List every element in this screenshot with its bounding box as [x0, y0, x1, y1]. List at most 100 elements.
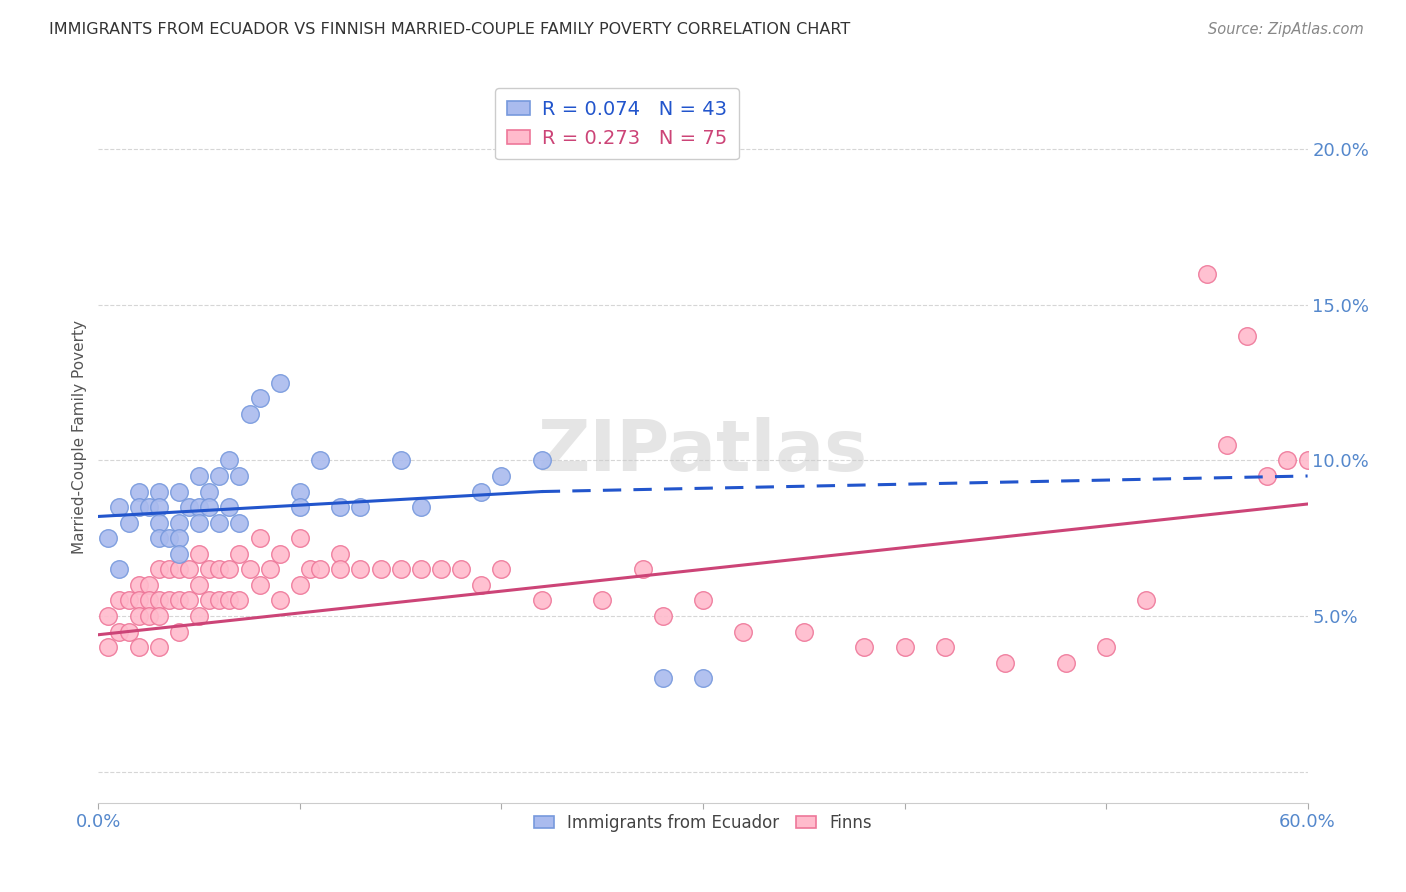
- Point: [179, 593, 201, 607]
- Point: [167, 562, 190, 576]
- Point: [329, 547, 352, 561]
- Point: [167, 547, 190, 561]
- Point: [167, 516, 190, 530]
- Point: [157, 593, 180, 607]
- Point: [239, 562, 262, 576]
- Point: [1135, 593, 1157, 607]
- Point: [692, 593, 714, 607]
- Point: [491, 562, 513, 576]
- Point: [138, 593, 160, 607]
- Point: [148, 609, 170, 624]
- Point: [179, 500, 201, 515]
- Point: [107, 562, 129, 576]
- Y-axis label: Married-Couple Family Poverty: Married-Couple Family Poverty: [72, 320, 87, 554]
- Point: [409, 562, 432, 576]
- Point: [288, 484, 311, 499]
- Point: [450, 562, 472, 576]
- Point: [128, 500, 150, 515]
- Point: [167, 593, 190, 607]
- Point: [208, 562, 231, 576]
- Point: [309, 562, 332, 576]
- Point: [208, 593, 231, 607]
- Point: [349, 562, 371, 576]
- Point: [470, 484, 492, 499]
- Point: [288, 578, 311, 592]
- Point: [1296, 453, 1319, 467]
- Point: [1054, 656, 1077, 670]
- Point: [138, 578, 160, 592]
- Point: [228, 593, 250, 607]
- Point: [188, 500, 211, 515]
- Point: [97, 640, 120, 655]
- Point: [188, 469, 211, 483]
- Point: [167, 624, 190, 639]
- Point: [198, 484, 221, 499]
- Point: [128, 578, 150, 592]
- Point: [1095, 640, 1118, 655]
- Point: [128, 609, 150, 624]
- Point: [218, 453, 240, 467]
- Point: [269, 593, 291, 607]
- Point: [370, 562, 392, 576]
- Point: [269, 547, 291, 561]
- Point: [138, 500, 160, 515]
- Point: [631, 562, 654, 576]
- Point: [409, 500, 432, 515]
- Point: [651, 609, 673, 624]
- Point: [148, 562, 170, 576]
- Point: [218, 500, 240, 515]
- Point: [118, 593, 141, 607]
- Point: [1277, 453, 1299, 467]
- Point: [591, 593, 613, 607]
- Point: [692, 671, 714, 685]
- Point: [167, 531, 190, 545]
- Point: [128, 484, 150, 499]
- Point: [148, 640, 170, 655]
- Point: [157, 562, 180, 576]
- Point: [329, 500, 352, 515]
- Point: [1195, 267, 1218, 281]
- Point: [309, 453, 332, 467]
- Point: [188, 516, 211, 530]
- Point: [491, 469, 513, 483]
- Point: [430, 562, 453, 576]
- Point: [228, 469, 250, 483]
- Point: [179, 562, 201, 576]
- Point: [148, 531, 170, 545]
- Point: [128, 640, 150, 655]
- Point: [1236, 329, 1258, 343]
- Point: [530, 593, 553, 607]
- Point: [198, 500, 221, 515]
- Point: [299, 562, 322, 576]
- Text: Source: ZipAtlas.com: Source: ZipAtlas.com: [1208, 22, 1364, 37]
- Point: [208, 469, 231, 483]
- Point: [288, 500, 311, 515]
- Point: [148, 500, 170, 515]
- Legend: Immigrants from Ecuador, Finns: Immigrants from Ecuador, Finns: [527, 807, 879, 838]
- Point: [228, 547, 250, 561]
- Point: [218, 562, 240, 576]
- Point: [148, 516, 170, 530]
- Point: [994, 656, 1017, 670]
- Point: [249, 531, 271, 545]
- Point: [530, 453, 553, 467]
- Point: [853, 640, 876, 655]
- Point: [651, 671, 673, 685]
- Point: [239, 407, 262, 421]
- Point: [167, 484, 190, 499]
- Point: [329, 562, 352, 576]
- Point: [157, 531, 180, 545]
- Point: [198, 562, 221, 576]
- Point: [218, 593, 240, 607]
- Point: [934, 640, 956, 655]
- Point: [893, 640, 915, 655]
- Point: [389, 562, 412, 576]
- Point: [107, 624, 129, 639]
- Point: [349, 500, 371, 515]
- Point: [733, 624, 755, 639]
- Point: [148, 484, 170, 499]
- Point: [793, 624, 815, 639]
- Point: [389, 453, 412, 467]
- Point: [208, 516, 231, 530]
- Point: [107, 593, 129, 607]
